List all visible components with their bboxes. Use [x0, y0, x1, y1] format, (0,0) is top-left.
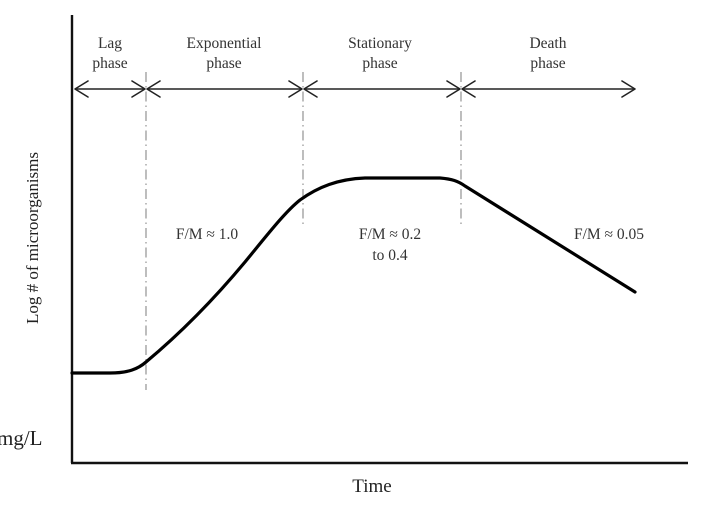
- arrowhead-right-icon: [621, 80, 636, 98]
- phase-label-death-line2: phase: [530, 55, 565, 72]
- axes: [70, 15, 688, 465]
- annotation-stationary-line2: to 0.4: [372, 247, 408, 264]
- phase-label-lag-line1: Lag: [98, 35, 122, 52]
- arrowhead-left-icon: [303, 80, 318, 98]
- phase-label-exponential-line2: phase: [206, 55, 241, 72]
- phase-label-exponential-line1: Exponential: [187, 35, 262, 52]
- clipped-unit-label: mg/L: [0, 426, 43, 450]
- arrowhead-right-icon: [446, 80, 461, 98]
- annotation-stationary-line1: F/M ≈ 0.2: [359, 226, 421, 243]
- phase-dividers: [145, 72, 462, 390]
- x-axis-label: Time: [352, 476, 391, 497]
- fm-annotations: F/M ≈ 1.0 F/M ≈ 0.2 to 0.4 F/M ≈ 0.05: [176, 226, 644, 264]
- y-axis-label: Log # of microorganisms: [23, 152, 42, 324]
- phase-labels: Lag phase Exponential phase Stationary p…: [92, 35, 566, 72]
- phase-label-death-line1: Death: [529, 35, 566, 52]
- phase-label-stationary-line1: Stationary: [348, 35, 412, 52]
- arrowhead-left-icon: [74, 80, 89, 98]
- arrowhead-right-icon: [288, 80, 303, 98]
- phase-label-lag-line2: phase: [92, 55, 127, 72]
- annotation-exponential: F/M ≈ 1.0: [176, 226, 239, 243]
- growth-curve: [70, 176, 637, 375]
- phase-label-stationary-line2: phase: [362, 55, 397, 72]
- arrowhead-right-icon: [131, 80, 146, 98]
- phase-arrows: [74, 80, 636, 98]
- arrowhead-left-icon: [461, 80, 476, 98]
- annotation-death: F/M ≈ 0.05: [574, 226, 644, 243]
- arrowhead-left-icon: [146, 80, 161, 98]
